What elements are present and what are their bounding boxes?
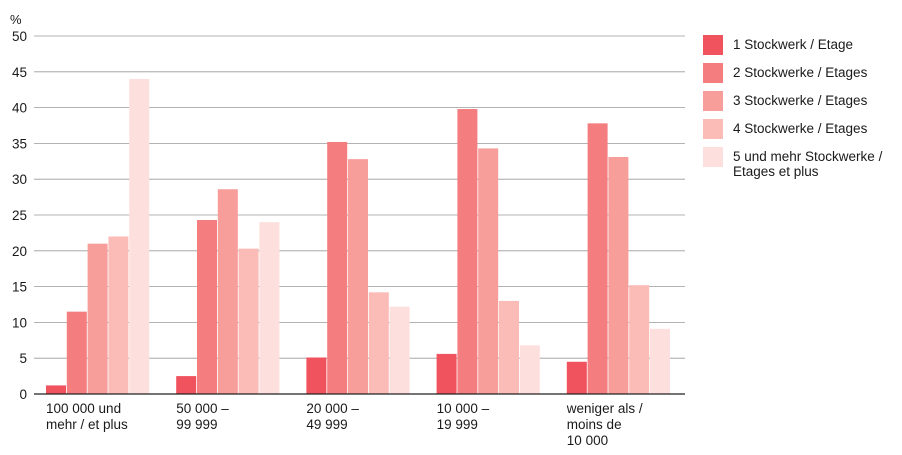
bar bbox=[238, 248, 259, 394]
bar bbox=[519, 345, 540, 394]
legend-label: 1 Stockwerk / Etage bbox=[733, 37, 854, 52]
bar bbox=[650, 328, 670, 394]
y-tick-label: 20 bbox=[12, 244, 27, 259]
legend-item: 1 Stockwerk / Etage bbox=[703, 35, 898, 55]
y-tick-label: 25 bbox=[12, 208, 27, 223]
bar bbox=[348, 159, 368, 394]
legend-swatch bbox=[703, 63, 723, 83]
y-tick-label: 45 bbox=[12, 65, 27, 80]
legend-item: 4 Stockwerke / Etages bbox=[703, 119, 898, 139]
legend-item: 2 Stockwerke / Etages bbox=[703, 63, 898, 83]
y-axis-unit-label: % bbox=[10, 12, 22, 27]
legend-label: 4 Stockwerke / Etages bbox=[733, 121, 868, 136]
x-tick-label: 20 000 –49 999 bbox=[306, 401, 359, 432]
bar bbox=[217, 189, 238, 394]
bar bbox=[608, 157, 629, 394]
bar bbox=[389, 306, 410, 394]
legend-label: 2 Stockwerke / Etages bbox=[733, 65, 868, 80]
bar bbox=[629, 285, 650, 394]
legend-label: 5 und mehr Stockwerke / Etages et plus bbox=[733, 149, 883, 179]
bar bbox=[46, 385, 66, 394]
bars bbox=[46, 78, 670, 395]
bar bbox=[327, 141, 348, 394]
legend-label: 3 Stockwerke / Etages bbox=[733, 93, 868, 108]
bar bbox=[87, 243, 108, 394]
bar bbox=[129, 78, 150, 395]
y-tick-label: 5 bbox=[19, 351, 27, 366]
bar bbox=[306, 357, 327, 394]
chart-legend: 1 Stockwerk / Etage 2 Stockwerke / Etages… bbox=[703, 35, 898, 187]
legend-swatch bbox=[703, 119, 723, 139]
legend-swatch bbox=[703, 35, 723, 55]
y-tick-label: 15 bbox=[12, 280, 27, 295]
y-tick-label: 30 bbox=[12, 172, 27, 187]
bar bbox=[108, 236, 129, 394]
bar bbox=[587, 123, 608, 395]
bar bbox=[176, 376, 197, 394]
bar bbox=[66, 311, 87, 394]
x-tick-label: weniger als / moins de 10 000 bbox=[566, 401, 643, 448]
bar bbox=[457, 109, 478, 395]
y-tick-label: 35 bbox=[12, 136, 27, 151]
y-tick-label: 0 bbox=[19, 387, 27, 402]
legend-item: 3 Stockwerke / Etages bbox=[703, 91, 898, 111]
bar bbox=[478, 148, 499, 394]
y-tick-label: 50 bbox=[12, 29, 27, 44]
bar bbox=[566, 361, 587, 394]
x-tick-label: 10 000 –19 999 bbox=[437, 401, 490, 432]
bar bbox=[436, 353, 457, 394]
bar bbox=[368, 292, 389, 394]
axes: 0 5 10 15 20 25 30 35 40 45 50 100 000 und mehr / et… bbox=[12, 29, 685, 448]
bar bbox=[259, 222, 280, 394]
legend-swatch bbox=[703, 91, 723, 111]
y-tick-label: 10 bbox=[12, 315, 27, 330]
bar bbox=[499, 300, 519, 394]
x-tick-label: 100 000 und mehr / et plus bbox=[46, 401, 128, 432]
bar bbox=[197, 220, 217, 394]
x-tick-label: 50 000 –99 999 bbox=[176, 401, 229, 432]
legend-item: 5 und mehr Stockwerke / Etages et plus bbox=[703, 147, 898, 179]
legend-swatch bbox=[703, 147, 723, 167]
y-tick-label: 40 bbox=[12, 101, 27, 116]
